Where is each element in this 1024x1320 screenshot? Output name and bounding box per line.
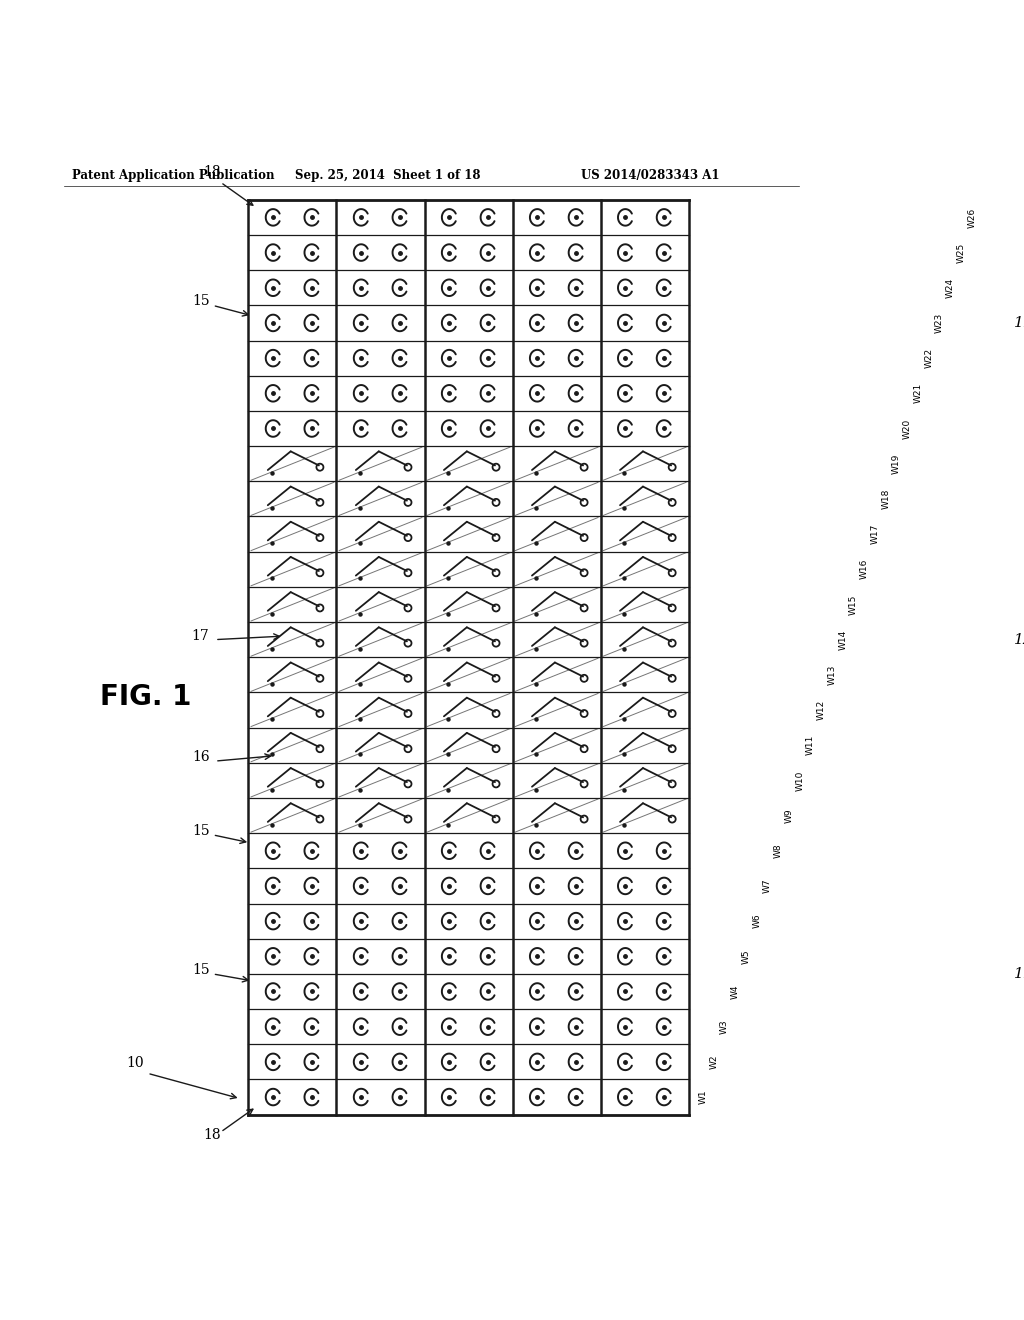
Text: W20: W20 — [903, 418, 911, 438]
Text: W1: W1 — [698, 1090, 708, 1105]
Text: W11: W11 — [806, 735, 815, 755]
Text: 18: 18 — [204, 1127, 221, 1142]
Text: W17: W17 — [870, 524, 880, 544]
Text: W7: W7 — [763, 879, 772, 894]
Text: 15: 15 — [191, 294, 210, 309]
Text: 18: 18 — [204, 165, 221, 180]
Text: W25: W25 — [956, 243, 966, 263]
Text: W21: W21 — [913, 383, 923, 404]
Text: W13: W13 — [827, 664, 837, 685]
Text: W19: W19 — [892, 454, 901, 474]
Text: W2: W2 — [710, 1055, 718, 1069]
Text: W15: W15 — [849, 594, 858, 615]
Text: 15: 15 — [191, 962, 210, 977]
Text: 10: 10 — [127, 1056, 144, 1071]
Text: W4: W4 — [731, 985, 739, 999]
Text: US 2014/0283343 A1: US 2014/0283343 A1 — [582, 169, 720, 182]
Text: 11: 11 — [1014, 315, 1024, 330]
Text: Sep. 25, 2014  Sheet 1 of 18: Sep. 25, 2014 Sheet 1 of 18 — [295, 169, 480, 182]
Text: W23: W23 — [935, 313, 944, 333]
Text: W26: W26 — [968, 207, 976, 227]
Text: FIG. 1: FIG. 1 — [99, 682, 190, 711]
Text: W12: W12 — [817, 700, 825, 721]
Text: W10: W10 — [796, 770, 804, 791]
Text: W16: W16 — [860, 560, 868, 579]
Text: Patent Application Publication: Patent Application Publication — [72, 169, 274, 182]
Text: W9: W9 — [784, 808, 794, 822]
Text: W6: W6 — [753, 913, 761, 928]
Text: W14: W14 — [839, 630, 847, 649]
Text: 12: 12 — [1014, 632, 1024, 647]
Text: 16: 16 — [191, 750, 210, 764]
Text: 17: 17 — [191, 628, 210, 643]
Text: W22: W22 — [925, 348, 933, 368]
Text: W8: W8 — [774, 843, 782, 858]
Text: 11: 11 — [1014, 966, 1024, 981]
Text: W5: W5 — [741, 949, 751, 964]
Text: W3: W3 — [720, 1019, 729, 1034]
Text: W18: W18 — [882, 488, 890, 510]
Text: W24: W24 — [946, 277, 954, 298]
Text: 15: 15 — [191, 824, 210, 838]
